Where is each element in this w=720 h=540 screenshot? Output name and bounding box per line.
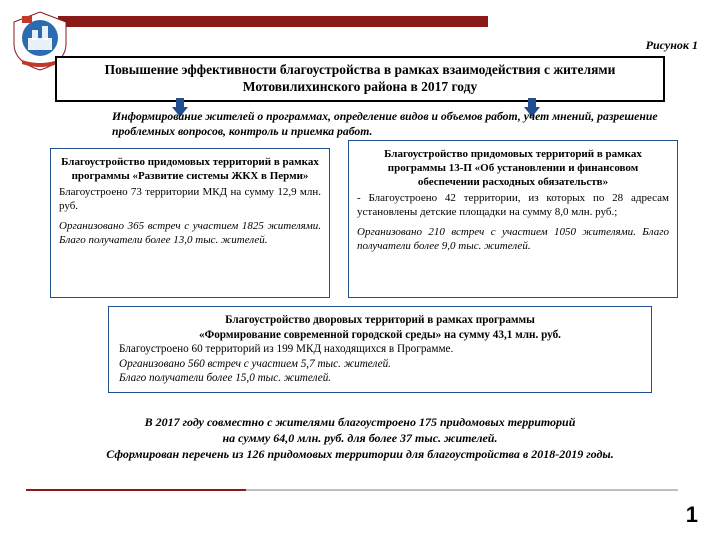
right-program-box: Благоустройство придомовых территорий в …	[348, 140, 678, 298]
footer-divider-red	[26, 489, 246, 491]
wide-box-title1: Благоустройство дворовых территорий в ра…	[119, 313, 641, 328]
page-title: Повышение эффективности благоустройства …	[55, 56, 665, 102]
right-box-body: - Благоустроено 42 территории, из которы…	[357, 192, 669, 218]
figure-label: Рисунок 1	[646, 38, 698, 53]
left-box-italic: Организовано 365 встреч с участием 1825 …	[59, 219, 321, 247]
wide-box-italic2: Благо получатели более 15,0 тыс. жителей…	[119, 371, 641, 386]
left-box-title: Благоустройство придомовых территорий в …	[59, 155, 321, 183]
page-number: 1	[686, 502, 698, 528]
wide-program-box: Благоустройство дворовых территорий в ра…	[108, 306, 652, 393]
wide-box-italic1: Организовано 560 встреч с участием 5,7 т…	[119, 357, 641, 372]
wide-box-body: Благоустроено 60 территорий из 199 МКД н…	[119, 343, 453, 355]
left-box-body: Благоустроено 73 территории МКД на сумму…	[59, 186, 321, 212]
summary-line1: В 2017 году совместно с жителями благоус…	[40, 414, 680, 430]
right-box-title: Благоустройство придомовых территорий в …	[357, 147, 669, 189]
header-bar	[58, 16, 488, 27]
summary-line2: на сумму 64,0 млн. руб. для более 37 тыс…	[40, 430, 680, 446]
summary-line3: Сформирован перечень из 126 придомовых т…	[40, 446, 680, 462]
right-box-italic: Организовано 210 встреч с участием 1050 …	[357, 225, 669, 253]
summary-block: В 2017 году совместно с жителями благоус…	[40, 414, 680, 463]
left-program-box: Благоустройство придомовых территорий в …	[50, 148, 330, 298]
wide-box-title2: «Формирование современной городской сред…	[119, 328, 641, 343]
subtitle-text: Информирование жителей о программах, опр…	[112, 110, 672, 139]
